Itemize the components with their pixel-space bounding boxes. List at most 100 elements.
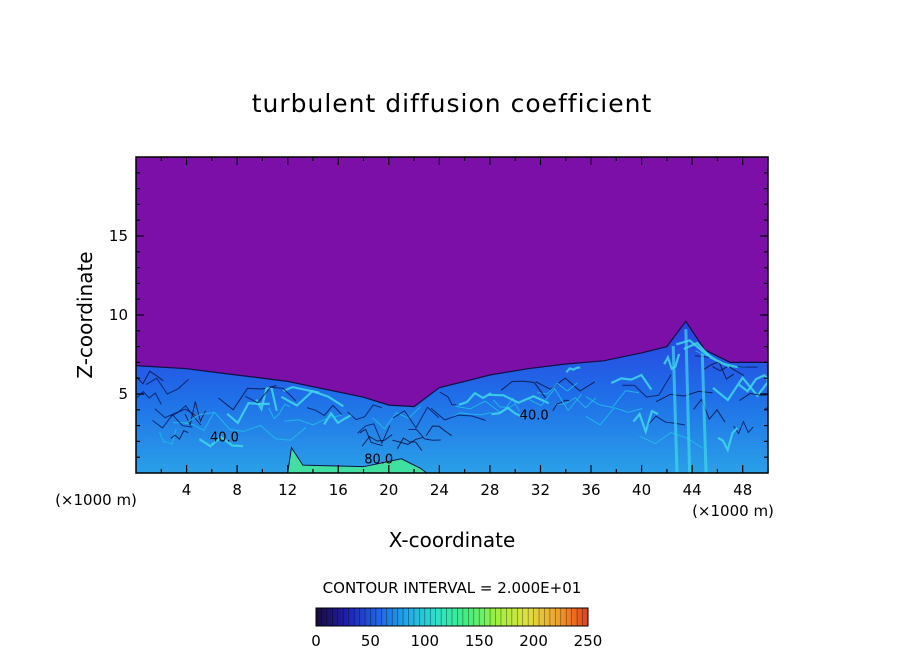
x-axis-label: X-coordinate [389, 528, 516, 552]
turbulence-streak [323, 411, 353, 425]
colorbar-tick-label: 100 [410, 632, 439, 650]
turbulence-streak [712, 375, 768, 402]
turbulence-streak [639, 432, 703, 449]
plot-area: 40.040.080.0 4 8 12 16 20 24 28 32 36 40 44 48 5101… [109, 156, 769, 499]
turbulence-streak [430, 407, 486, 421]
y-tick-label: 5 [118, 385, 128, 403]
y-axis-ticks: 5 10 15 [109, 172, 768, 458]
turbulence-streak [663, 353, 681, 371]
turbulence-streak [439, 391, 457, 406]
x-tick-label: 16 [329, 481, 348, 499]
vertical-plume [700, 353, 708, 473]
turbulence-streak [458, 391, 492, 406]
x-axis-ticks: 4 8 12 16 20 24 28 32 36 40 44 48 [160, 157, 769, 499]
turbulence-streak [154, 408, 196, 419]
turbulence-streak [554, 397, 597, 409]
turbulence-streak [537, 382, 578, 395]
x-tick-label: 28 [480, 481, 499, 499]
colorbar-divisions [321, 608, 583, 626]
turbulence-streak [184, 411, 245, 432]
turbulence-streak [717, 427, 739, 454]
x-tick-label: 44 [683, 481, 702, 499]
turbulence-streak [359, 428, 383, 446]
x-unit-label-left: (×1000 m) [55, 491, 137, 509]
turbulence-streak [306, 404, 342, 417]
x-tick-label: 32 [531, 481, 550, 499]
x-tick-label: 36 [581, 481, 600, 499]
vertical-plume [684, 329, 692, 473]
x-tick-label: 12 [278, 481, 297, 499]
turbulence-streak [198, 435, 244, 448]
boundary-layer-edge [136, 320, 768, 408]
turbulence-streak [763, 406, 768, 410]
x-tick-label: 24 [430, 481, 449, 499]
vertical-plume [671, 346, 679, 473]
surface-high-values [287, 446, 428, 473]
colorbar-tick-label: 50 [361, 632, 380, 650]
contour-labels: 40.0 40.0 80.0 [210, 408, 549, 467]
x-tick-label: 4 [182, 481, 192, 499]
turbulence-streak [488, 393, 550, 405]
turbulence-streak [372, 406, 421, 430]
turbulence-streaks [136, 329, 768, 473]
turbulence-streak [500, 380, 546, 399]
turbulence-streak [170, 404, 202, 426]
x-tick-label: 20 [379, 481, 398, 499]
y-tick-label: 15 [109, 227, 128, 245]
turbulence-streak [425, 425, 452, 437]
turbulence-streak [347, 404, 382, 421]
turbulence-streak [645, 415, 685, 428]
colorbar-tick-label: 250 [574, 632, 603, 650]
contour-label: 40.0 [210, 430, 239, 445]
turbulence-streak [492, 397, 520, 412]
colorbar-tick-label: 0 [311, 632, 321, 650]
colorbar-tick-label: 200 [519, 632, 548, 650]
y-tick-label: 10 [109, 306, 128, 324]
turbulence-streak [408, 428, 441, 441]
turbulence-streak [245, 424, 307, 441]
colorbar-tick-labels: 0 50 100 150 200 250 [311, 632, 602, 650]
turbulence-streak [170, 429, 189, 441]
colorbar: 0 50 100 150 200 250 [311, 607, 602, 650]
turbulence-streak [357, 423, 391, 445]
turbulence-streak [622, 374, 672, 398]
turbulence-streak [585, 407, 643, 426]
turbulence-streak [693, 398, 726, 423]
turbulence-streak [396, 437, 423, 451]
turbulence-streak [527, 387, 582, 412]
colorbar-tick-label: 150 [465, 632, 494, 650]
turbulence-streak [255, 386, 278, 413]
turbulence-streak [145, 377, 189, 395]
x-unit-label-right: (×1000 m) [692, 502, 774, 520]
y-axis-label: Z-coordinate [73, 251, 97, 378]
turbulence-streak [552, 399, 570, 412]
turbulence-streak [361, 434, 393, 447]
contour-interval-text: CONTOUR INTERVAL = 2.000E+01 [323, 579, 582, 597]
turbulence-streak [610, 373, 653, 391]
turbulence-streak [565, 366, 581, 374]
x-tick-label: 8 [232, 481, 242, 499]
turbulence-streak [392, 436, 424, 445]
chart-title: turbulent diffusion coefficient [252, 89, 653, 118]
turbulence-streak [392, 406, 440, 429]
turbulence-streak [739, 392, 768, 401]
turbulence-streak [280, 389, 344, 408]
contour-label: 40.0 [520, 408, 549, 423]
turbulence-streak [585, 390, 639, 408]
turbulence-streak [491, 406, 525, 419]
turbulence-streak [158, 429, 177, 445]
turbulence-streak [632, 409, 659, 436]
boundary-layer-region [136, 321, 768, 473]
turbulence-streak [733, 420, 754, 435]
colorbar-frame [315, 607, 589, 627]
contour-label: 80.0 [364, 453, 393, 468]
turbulence-streak [683, 341, 738, 369]
turbulence-streak [449, 412, 492, 419]
turbulence-streak [136, 370, 164, 385]
x-tick-label: 40 [632, 481, 651, 499]
turbulence-streak [268, 403, 291, 420]
turbulence-streak [244, 386, 297, 404]
x-tick-label: 48 [733, 481, 752, 499]
turbulence-streak [284, 414, 342, 426]
